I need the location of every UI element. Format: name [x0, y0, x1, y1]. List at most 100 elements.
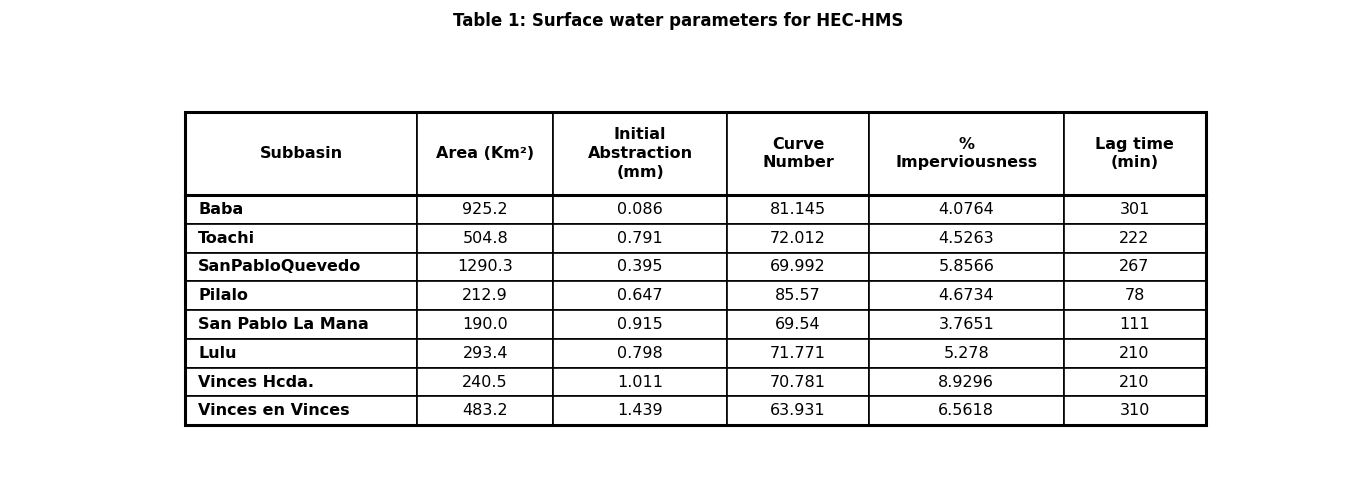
Text: 111: 111 [1120, 317, 1149, 332]
Text: Subbasin: Subbasin [259, 146, 343, 161]
Bar [727, 224, 868, 253]
Bar [554, 310, 727, 339]
Text: 5.8566: 5.8566 [938, 259, 995, 274]
Bar [727, 368, 868, 396]
Text: 210: 210 [1120, 346, 1149, 361]
Text: 69.54: 69.54 [775, 317, 821, 332]
Bar [417, 396, 554, 425]
Bar [417, 253, 554, 281]
Text: 72.012: 72.012 [769, 231, 826, 246]
Text: 0.647: 0.647 [617, 288, 664, 303]
Text: 0.798: 0.798 [617, 346, 664, 361]
Text: 1.439: 1.439 [617, 403, 664, 418]
Bar [1064, 253, 1205, 281]
Bar [868, 281, 1064, 310]
Bar [554, 195, 727, 224]
Text: Lulu: Lulu [198, 346, 236, 361]
Text: Vinces en Vinces: Vinces en Vinces [198, 403, 350, 418]
Text: Curve
Number: Curve Number [763, 137, 835, 170]
Bar [1064, 339, 1205, 368]
Bar [868, 224, 1064, 253]
Text: 3.7651: 3.7651 [939, 317, 995, 332]
Text: 6.5618: 6.5618 [938, 403, 995, 418]
Text: Toachi: Toachi [198, 231, 255, 246]
Bar [868, 253, 1064, 281]
Text: Lag time
(min): Lag time (min) [1095, 137, 1174, 170]
Bar [727, 281, 868, 310]
Text: 4.6734: 4.6734 [939, 288, 995, 303]
Bar [554, 281, 727, 310]
Text: 1.011: 1.011 [617, 375, 664, 390]
Bar [868, 310, 1064, 339]
Bar [186, 310, 417, 339]
Text: 85.57: 85.57 [775, 288, 821, 303]
Bar [727, 253, 868, 281]
Text: 310: 310 [1120, 403, 1149, 418]
Bar [1064, 396, 1205, 425]
Bar [186, 195, 417, 224]
Bar [186, 339, 417, 368]
Text: 301: 301 [1120, 202, 1149, 217]
Text: 1290.3: 1290.3 [457, 259, 513, 274]
Bar [868, 195, 1064, 224]
Bar [868, 339, 1064, 368]
Text: 210: 210 [1120, 375, 1149, 390]
Bar [868, 396, 1064, 425]
Text: 0.086: 0.086 [617, 202, 664, 217]
Text: 0.791: 0.791 [617, 231, 664, 246]
Bar [727, 396, 868, 425]
Text: Table 1: Surface water parameters for HEC-HMS: Table 1: Surface water parameters for HE… [453, 12, 904, 30]
Bar [868, 368, 1064, 396]
Bar [554, 396, 727, 425]
Text: San Pablo La Mana: San Pablo La Mana [198, 317, 369, 332]
Text: Initial
Abstraction
(mm): Initial Abstraction (mm) [588, 127, 693, 180]
Bar [186, 368, 417, 396]
Text: 4.0764: 4.0764 [939, 202, 995, 217]
Text: 70.781: 70.781 [769, 375, 826, 390]
Text: 4.5263: 4.5263 [939, 231, 995, 246]
Text: 63.931: 63.931 [771, 403, 826, 418]
Bar [727, 339, 868, 368]
Text: 267: 267 [1120, 259, 1149, 274]
Bar [1064, 195, 1205, 224]
Bar [186, 224, 417, 253]
Text: 222: 222 [1120, 231, 1149, 246]
Bar [1064, 224, 1205, 253]
Text: 0.915: 0.915 [617, 317, 664, 332]
Text: 212.9: 212.9 [463, 288, 508, 303]
Bar [727, 195, 868, 224]
Bar [417, 195, 554, 224]
Bar [554, 253, 727, 281]
Bar [186, 281, 417, 310]
Text: 78: 78 [1125, 288, 1145, 303]
Text: 69.992: 69.992 [771, 259, 826, 274]
Text: 504.8: 504.8 [463, 231, 508, 246]
Bar [417, 368, 554, 396]
Text: SanPabloQuevedo: SanPabloQuevedo [198, 259, 361, 274]
Text: Area (Km²): Area (Km²) [436, 146, 535, 161]
Text: Vinces Hcda.: Vinces Hcda. [198, 375, 313, 390]
Text: 190.0: 190.0 [463, 317, 508, 332]
Text: Baba: Baba [198, 202, 243, 217]
Bar [727, 310, 868, 339]
Bar [1064, 310, 1205, 339]
Text: 483.2: 483.2 [463, 403, 508, 418]
Bar [186, 253, 417, 281]
Bar [417, 224, 554, 253]
Text: %
Imperviousness: % Imperviousness [896, 137, 1037, 170]
Bar [554, 224, 727, 253]
Text: Pilalo: Pilalo [198, 288, 248, 303]
Bar [554, 339, 727, 368]
Text: 293.4: 293.4 [463, 346, 508, 361]
Bar [186, 396, 417, 425]
Bar [1064, 368, 1205, 396]
Bar [417, 281, 554, 310]
Text: 0.395: 0.395 [617, 259, 664, 274]
Bar [417, 339, 554, 368]
Text: 925.2: 925.2 [463, 202, 508, 217]
Text: 71.771: 71.771 [769, 346, 826, 361]
Text: 8.9296: 8.9296 [938, 375, 995, 390]
Text: 81.145: 81.145 [769, 202, 826, 217]
Text: 240.5: 240.5 [463, 375, 508, 390]
Bar [554, 368, 727, 396]
